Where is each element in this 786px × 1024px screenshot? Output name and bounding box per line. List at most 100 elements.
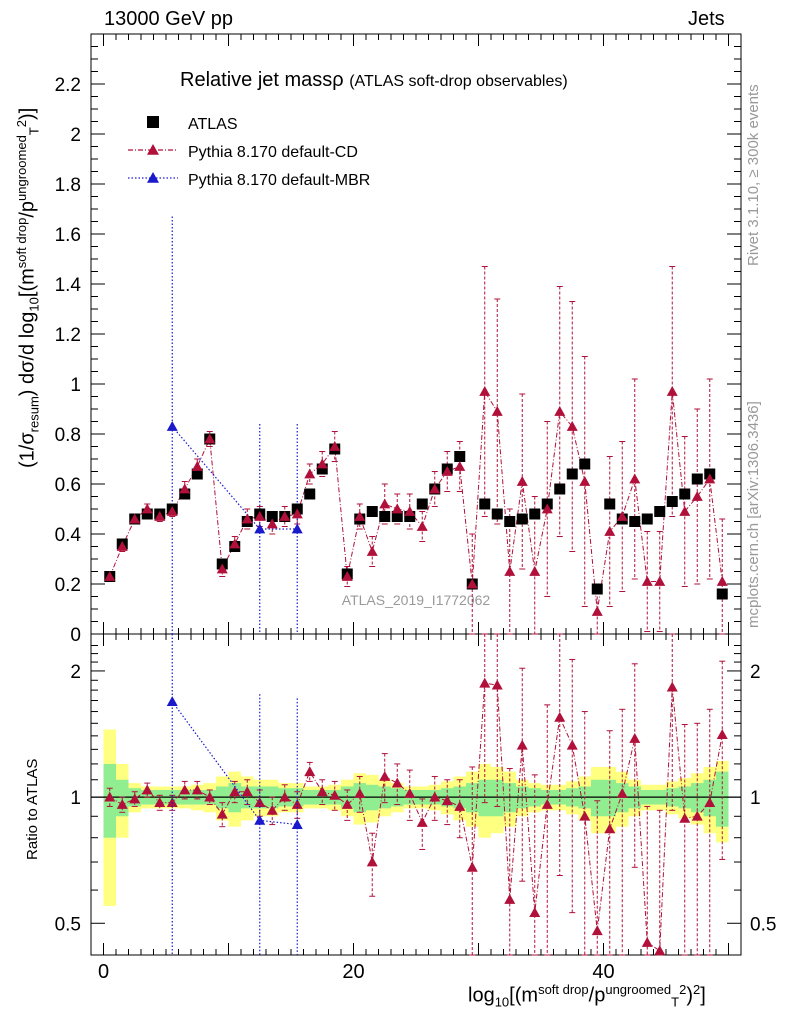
y-tick-label: 0.8: [55, 425, 81, 446]
pythia-cd-point: [679, 506, 691, 516]
legend-marker-1: [147, 144, 159, 155]
ratio-cd-point: [304, 766, 316, 777]
pythia-cd-point: [704, 473, 716, 484]
y-tick-label: 1.2: [55, 325, 81, 346]
ratio-cd-point: [616, 787, 628, 798]
pythia-cd-point: [416, 521, 428, 531]
ratio-cd-point: [679, 812, 691, 823]
pythia-cd-point: [666, 386, 678, 396]
pythia-cd-point: [141, 503, 153, 514]
ratio-cd-point: [504, 893, 516, 904]
pythia-cd-point: [429, 483, 441, 494]
atlas-point: [191, 468, 203, 480]
ratio-tick-label: 2: [70, 662, 81, 683]
ratio-cd-point: [704, 797, 716, 808]
pythia-cd-point: [691, 491, 703, 501]
ratio-cd-point: [266, 804, 278, 815]
pythia-cd-point: [404, 506, 416, 516]
pythia-cd-point: [379, 498, 391, 509]
pythia-cd-point: [641, 576, 653, 586]
ratio-tick-label-right: 1: [750, 788, 761, 809]
ratio-cd-point: [116, 799, 128, 809]
legend-pythia-cd: Pythia 8.170 default-CD: [188, 144, 358, 161]
pythia-cd-point: [579, 476, 591, 486]
ratio-cd-point: [191, 784, 203, 795]
pythia-cd-point: [441, 466, 453, 476]
pythia-cd-point: [304, 468, 316, 479]
ratio-cd-point: [429, 791, 441, 802]
pythia-mbr-point: [166, 421, 178, 431]
pythia-cd-point: [116, 541, 128, 551]
atlas-point: [566, 468, 578, 480]
ratio-cd-point: [179, 784, 191, 795]
ratio-cd-point: [416, 816, 428, 827]
ratio-cd-point: [641, 936, 653, 947]
ratio-cd-point: [454, 800, 466, 811]
ratio-cd-point: [316, 786, 328, 797]
atlas-point: [691, 473, 703, 485]
ratio-cd-point: [579, 810, 591, 821]
ratio-cd-point: [329, 789, 341, 800]
ratio-cd-point: [141, 784, 153, 795]
ratio-cd-point: [666, 681, 678, 692]
jets-label: Jets: [688, 8, 725, 30]
legend-marker-0: [147, 116, 159, 128]
pythia-mbr-line: [171, 426, 298, 530]
pythia-cd-point: [566, 421, 578, 431]
ratio-tick-label: 0.5: [55, 914, 81, 935]
pythia-cd-point: [166, 506, 178, 516]
atlas-point: [529, 508, 541, 520]
ratio-cd-point: [104, 791, 116, 802]
atlas-point: [404, 511, 416, 522]
atlas-point: [304, 488, 316, 500]
ratio-cd-point: [229, 786, 241, 797]
pythia-cd-line: [109, 389, 723, 612]
pythia-cd-point: [329, 441, 341, 451]
pythia-cd-point: [591, 606, 603, 616]
x-tick-label: 0: [98, 961, 109, 983]
ratio-cd-point: [479, 677, 491, 688]
y-tick-label: 1.4: [55, 275, 82, 296]
analysis-watermark: ATLAS_2019_I1772062: [342, 592, 491, 608]
ratio-cd-point: [554, 711, 566, 722]
atlas-point: [579, 458, 591, 470]
pythia-cd-point: [216, 563, 228, 574]
collision-label: 13000 GeV pp: [104, 8, 233, 30]
pythia-cd-point: [491, 406, 503, 416]
pythia-cd-point: [179, 483, 191, 494]
ratio-cd-point: [254, 797, 266, 808]
x-tick-label: 40: [592, 961, 614, 983]
atlas-point: [516, 513, 528, 525]
ratio-cd-point: [216, 808, 228, 819]
pythia-cd-point: [204, 433, 216, 444]
atlas-point: [641, 513, 653, 525]
pythia-cd-point: [516, 476, 528, 486]
pythia-cd-point: [716, 576, 728, 586]
y-tick-label: 1: [70, 375, 81, 396]
y-tick-label: 0.6: [55, 475, 81, 496]
pythia-cd-point: [629, 473, 641, 484]
ratio-cd-point: [466, 861, 478, 872]
ratio-tick-label-right: 0.5: [750, 914, 776, 935]
pythia-cd-point: [504, 566, 516, 576]
atlas-point: [491, 508, 503, 520]
pythia-cd-point: [191, 461, 203, 471]
ratio-cd-point: [204, 791, 216, 802]
pythia-cd-point: [279, 511, 291, 521]
atlas-point: [591, 583, 603, 595]
ratio-cd-point: [279, 791, 291, 802]
ratio-cd-point: [629, 732, 641, 743]
pythia-cd-point: [291, 508, 303, 519]
pythia-mbr-point: [254, 523, 266, 534]
ratio-cd-point: [379, 770, 391, 781]
y-tick-label: 0.2: [55, 575, 81, 596]
legend-marker-2: [147, 172, 159, 183]
ratio-cd-point: [654, 945, 666, 956]
y-tick-label: 0: [70, 625, 81, 646]
ratio-tick-label-right: 2: [750, 662, 761, 683]
ratio-cd-point: [591, 925, 603, 936]
plot-subtitle: (ATLAS soft-drop observables): [349, 73, 567, 90]
y-tick-label: 0.4: [55, 525, 82, 546]
